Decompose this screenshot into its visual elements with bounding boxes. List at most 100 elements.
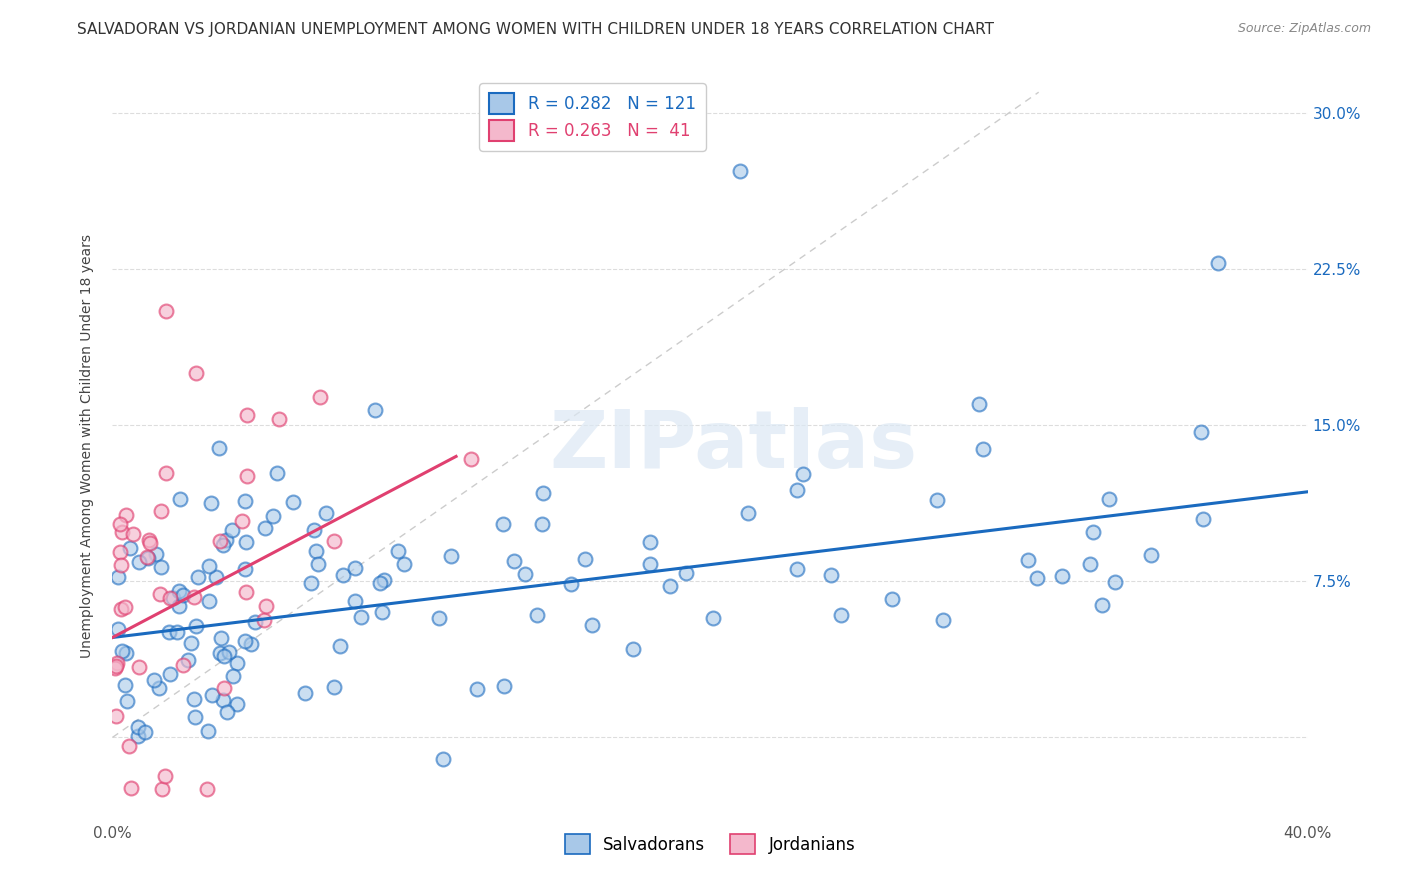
Point bbox=[820, 567, 842, 582]
Point bbox=[262, 509, 284, 524]
Point bbox=[1025, 571, 1047, 585]
Point bbox=[180, 635, 202, 649]
Point bbox=[118, 541, 141, 555]
Point bbox=[786, 562, 808, 576]
Point bbox=[432, 752, 454, 766]
Point bbox=[159, 591, 181, 605]
Point bbox=[1189, 425, 1212, 439]
Text: SALVADORAN VS JORDANIAN UNEMPLOYMENT AMONG WOMEN WITH CHILDREN UNDER 18 YEARS CO: SALVADORAN VS JORDANIAN UNEMPLOYMENT AMO… bbox=[77, 22, 994, 37]
Point bbox=[138, 533, 160, 547]
Point bbox=[108, 544, 131, 558]
Point bbox=[233, 494, 256, 508]
Point bbox=[236, 408, 259, 422]
Point bbox=[200, 495, 222, 509]
Point bbox=[177, 653, 200, 667]
Point bbox=[373, 573, 395, 587]
Point bbox=[880, 592, 903, 607]
Point bbox=[212, 681, 235, 696]
Point bbox=[169, 491, 191, 506]
Point bbox=[183, 591, 205, 605]
Point bbox=[115, 647, 138, 661]
Point bbox=[702, 611, 724, 625]
Point bbox=[136, 550, 159, 565]
Point bbox=[197, 594, 219, 608]
Point bbox=[205, 569, 228, 583]
Point bbox=[235, 585, 257, 599]
Point bbox=[323, 533, 346, 548]
Point bbox=[830, 607, 852, 622]
Point bbox=[574, 551, 596, 566]
Point bbox=[150, 782, 173, 797]
Point bbox=[172, 658, 194, 673]
Point bbox=[186, 366, 208, 380]
Point bbox=[728, 164, 751, 178]
Point bbox=[159, 667, 181, 681]
Point bbox=[107, 623, 129, 637]
Point bbox=[114, 599, 136, 614]
Point bbox=[792, 467, 814, 481]
Point bbox=[114, 508, 136, 522]
Point bbox=[128, 660, 150, 674]
Point bbox=[329, 639, 352, 653]
Point bbox=[460, 452, 482, 467]
Point bbox=[120, 780, 142, 795]
Point bbox=[184, 618, 207, 632]
Point bbox=[309, 390, 332, 404]
Point bbox=[932, 613, 955, 627]
Point bbox=[344, 561, 367, 575]
Point bbox=[294, 685, 316, 699]
Point bbox=[621, 641, 644, 656]
Point bbox=[208, 442, 231, 456]
Point bbox=[136, 550, 159, 565]
Point bbox=[172, 588, 194, 602]
Point bbox=[115, 694, 138, 708]
Point bbox=[145, 547, 167, 561]
Point bbox=[187, 570, 209, 584]
Text: Source: ZipAtlas.com: Source: ZipAtlas.com bbox=[1237, 22, 1371, 36]
Point bbox=[581, 617, 603, 632]
Point bbox=[299, 576, 322, 591]
Point bbox=[211, 693, 233, 707]
Point bbox=[167, 599, 190, 613]
Point bbox=[148, 681, 170, 696]
Point bbox=[675, 566, 697, 580]
Point bbox=[236, 468, 259, 483]
Point bbox=[305, 543, 328, 558]
Point bbox=[281, 495, 304, 509]
Point bbox=[350, 609, 373, 624]
Point bbox=[105, 659, 128, 673]
Point bbox=[195, 782, 218, 797]
Point bbox=[214, 533, 236, 548]
Legend: Salvadorans, Jordanians: Salvadorans, Jordanians bbox=[558, 828, 862, 861]
Point bbox=[217, 705, 239, 719]
Point bbox=[243, 615, 266, 630]
Point bbox=[231, 514, 253, 528]
Point bbox=[560, 577, 582, 591]
Point bbox=[1078, 557, 1101, 571]
Point bbox=[253, 614, 276, 628]
Point bbox=[108, 516, 131, 531]
Point bbox=[155, 467, 177, 481]
Point bbox=[155, 303, 177, 318]
Point bbox=[167, 583, 190, 598]
Point bbox=[107, 569, 129, 583]
Point bbox=[153, 769, 176, 783]
Point bbox=[387, 544, 409, 558]
Point bbox=[197, 559, 219, 574]
Point bbox=[225, 698, 247, 712]
Point bbox=[134, 724, 156, 739]
Point bbox=[201, 688, 224, 702]
Point bbox=[139, 536, 162, 550]
Point bbox=[1091, 598, 1114, 612]
Point bbox=[233, 562, 256, 576]
Point bbox=[427, 611, 450, 625]
Point bbox=[218, 645, 240, 659]
Point bbox=[638, 535, 661, 549]
Point bbox=[149, 587, 172, 601]
Point bbox=[394, 557, 416, 571]
Point bbox=[212, 649, 235, 664]
Point bbox=[737, 506, 759, 520]
Point bbox=[183, 692, 205, 706]
Point bbox=[513, 567, 536, 582]
Point bbox=[209, 646, 232, 660]
